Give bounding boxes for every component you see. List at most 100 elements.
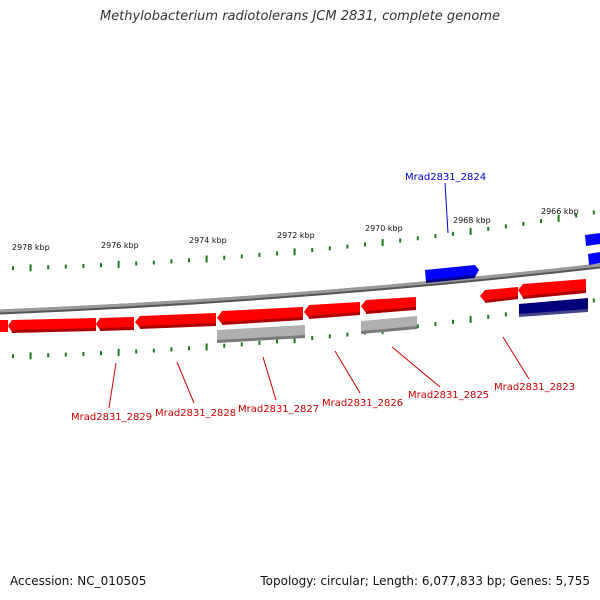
bottom-row-minor-tick (100, 351, 102, 356)
leader-line-2824 (444, 182, 449, 234)
top-row-major-tick (469, 227, 472, 235)
top-row-minor-tick (240, 254, 243, 259)
bottom-row-minor-tick (135, 349, 138, 354)
bottom-row-major-tick (293, 336, 296, 344)
top-row-minor-tick (82, 264, 85, 268)
gene-mrad2831-2825[interactable] (304, 302, 360, 319)
scale-label-2968: 2968 kbp (453, 216, 491, 225)
gene-mrad2831-2824[interactable] (425, 265, 479, 283)
gene-label-2824[interactable]: Mrad2831_2824 (405, 172, 486, 183)
top-tick-row (12, 210, 595, 272)
top-row-minor-tick (223, 255, 226, 260)
bottom-row-minor-tick (152, 348, 155, 353)
gene-label-2827[interactable]: Mrad2831_2827 (238, 404, 319, 415)
bottom-row-minor-tick (188, 346, 190, 351)
gene-label-2826[interactable]: Mrad2831_2826 (322, 398, 403, 409)
top-row-minor-tick (64, 264, 67, 269)
bottom-row-minor-tick (64, 352, 67, 357)
gene-grey-1[interactable] (217, 325, 305, 343)
scale-label-2966: 2966 kbp (541, 207, 579, 216)
bottom-row-minor-tick (240, 342, 243, 347)
top-row-minor-tick (100, 263, 102, 268)
top-row-minor-tick (188, 258, 190, 263)
top-row-minor-tick (135, 261, 138, 266)
top-row-minor-tick (346, 244, 349, 249)
top-row-major-tick (205, 255, 208, 263)
scale-label-2972: 2972 kbp (277, 231, 315, 240)
top-row-major-tick (381, 239, 384, 247)
gene-grey-2[interactable] (361, 316, 417, 334)
gene-mrad2831-2826[interactable] (217, 307, 303, 325)
top-row-minor-tick (47, 265, 50, 270)
bottom-row-minor-tick (276, 339, 278, 344)
bottom-row-minor-tick (487, 314, 490, 319)
bottom-row-minor-tick (12, 354, 14, 359)
bottom-row-minor-tick (452, 319, 454, 324)
top-row-minor-tick (434, 234, 437, 239)
gene-red-right[interactable] (518, 279, 586, 299)
bottom-row-major-tick (469, 315, 472, 323)
top-row-minor-tick (364, 242, 366, 247)
top-row-minor-tick (522, 221, 525, 226)
gene-blue-right-lower[interactable] (588, 252, 600, 265)
top-row-minor-tick (258, 252, 261, 257)
gene-dark-blue[interactable] (519, 298, 588, 317)
leader-line-2826 (334, 350, 361, 394)
gene-mrad2831-2823-left[interactable] (480, 287, 518, 303)
gene-label-2829[interactable]: Mrad2831_2829 (71, 412, 152, 423)
top-row-minor-tick (311, 248, 314, 253)
top-row-minor-tick (399, 238, 402, 243)
top-row-minor-tick (12, 266, 14, 271)
bottom-row-minor-tick (223, 343, 226, 348)
leader-line-2825 (391, 346, 441, 388)
bottom-row-minor-tick (258, 340, 261, 345)
gene-label-2825[interactable]: Mrad2831_2825 (408, 390, 489, 401)
bottom-row-minor-tick (170, 347, 173, 352)
genome-backbone (0, 263, 600, 313)
gene-mrad2831-2829[interactable] (0, 318, 96, 333)
scale-label-2974: 2974 kbp (189, 236, 227, 245)
scale-label-2976: 2976 kbp (101, 241, 139, 250)
gene-mrad2831-2827[interactable] (135, 313, 216, 329)
leader-line-2829 (108, 362, 117, 409)
gene-mrad2831-2828[interactable] (96, 317, 134, 331)
bottom-row-minor-tick (328, 334, 331, 339)
bottom-row-minor-tick (311, 336, 314, 341)
top-row-major-tick (29, 264, 32, 272)
top-row-minor-tick (328, 246, 331, 251)
bottom-row-minor-tick (434, 322, 437, 327)
top-row-minor-tick (452, 231, 454, 236)
gene-blue-right-top[interactable] (585, 233, 600, 246)
top-row-major-tick (557, 214, 560, 222)
top-row-minor-tick (152, 260, 155, 265)
bottom-row-minor-tick (416, 324, 419, 329)
bottom-row-minor-tick (504, 312, 507, 317)
top-row-minor-tick (416, 236, 419, 241)
bottom-row-minor-tick (82, 352, 85, 356)
top-row-minor-tick (487, 226, 490, 231)
bottom-row-major-tick (117, 348, 120, 356)
scale-label-2978: 2978 kbp (12, 243, 50, 252)
leader-line-2828 (176, 361, 195, 404)
bottom-row-major-tick (205, 343, 208, 351)
genome-summary-text: Topology: circular; Length: 6,077,833 bp… (260, 574, 590, 588)
top-row-major-tick (293, 248, 296, 256)
map-title: Methylobacterium radiotolerans JCM 2831,… (99, 9, 501, 24)
top-row-minor-tick (575, 213, 578, 218)
top-row-minor-tick (276, 251, 278, 256)
top-row-minor-tick (504, 224, 507, 229)
top-row-minor-tick (540, 219, 542, 224)
gene-red-mid[interactable] (361, 297, 416, 314)
bottom-row-minor-tick (346, 332, 349, 337)
gene-label-2823[interactable]: Mrad2831_2823 (494, 382, 575, 393)
bottom-row-minor-tick (47, 353, 50, 358)
bottom-row-minor-tick (592, 298, 595, 303)
gene-label-2828[interactable]: Mrad2831_2828 (155, 408, 236, 419)
accession-text: Accession: NC_010505 (10, 574, 147, 588)
bottom-row-major-tick (29, 352, 32, 360)
top-row-minor-tick (170, 259, 173, 264)
leader-line-2823 (502, 336, 530, 380)
scale-label-2970: 2970 kbp (365, 224, 403, 233)
top-row-minor-tick (592, 210, 595, 215)
